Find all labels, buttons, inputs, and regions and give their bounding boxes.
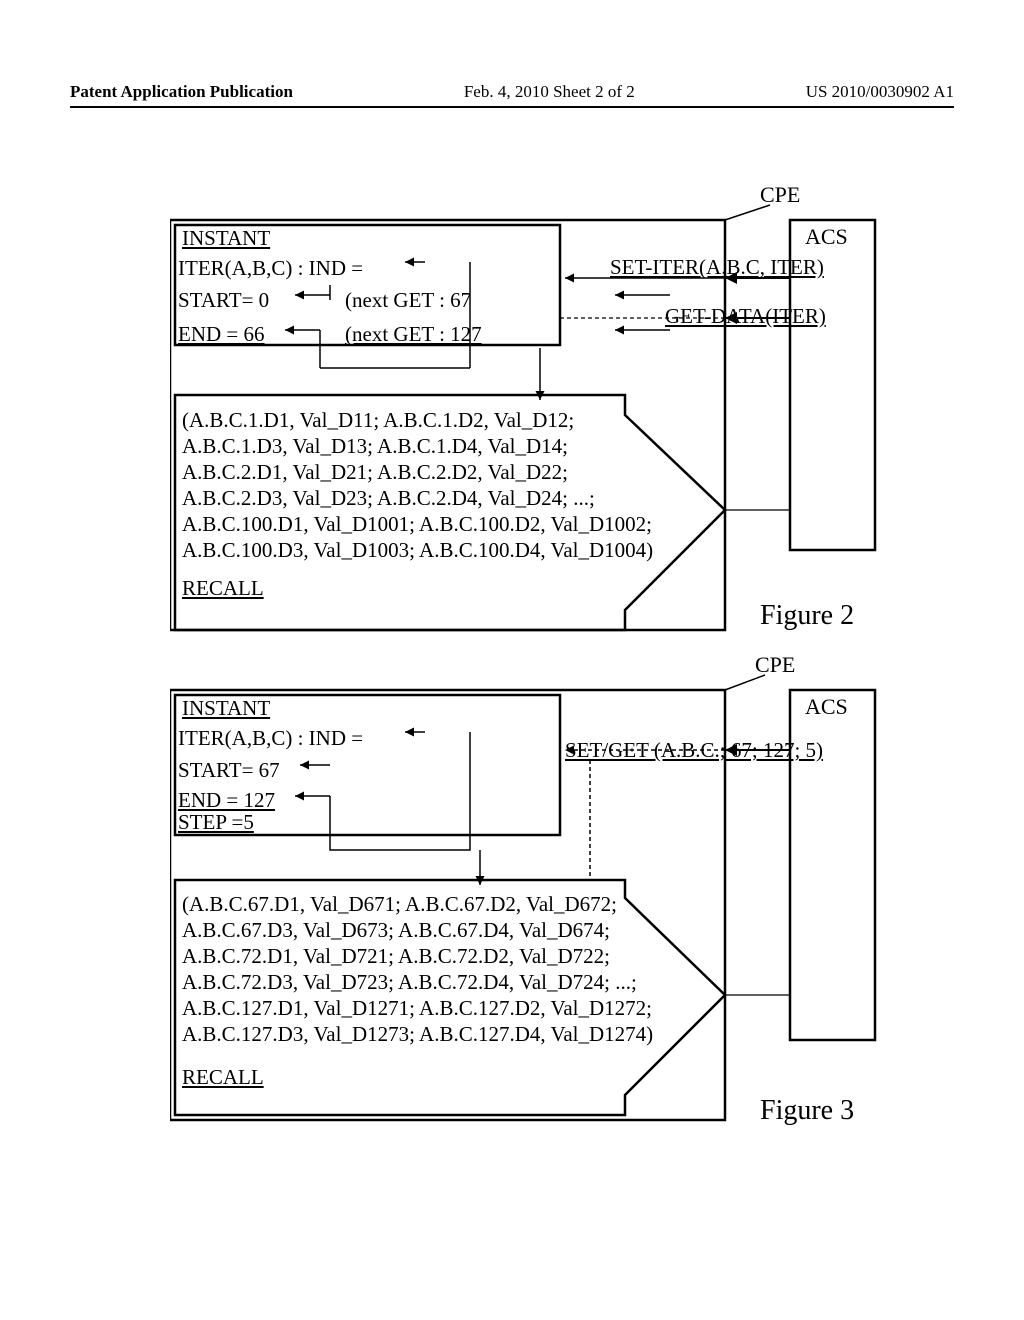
header-rule <box>70 106 954 108</box>
data-line-4: A.B.C.100.D1, Val_D1001; A.B.C.100.D2, V… <box>182 512 652 537</box>
recall-label: RECALL <box>182 576 264 601</box>
data-line-2: A.B.C.72.D1, Val_D721; A.B.C.72.D2, Val_… <box>182 944 610 969</box>
figure-2-label: Figure 2 <box>760 600 854 632</box>
start-line: START= 67 <box>178 758 280 783</box>
iter-line: ITER(A,B,C) : IND = <box>178 726 363 751</box>
page-header: Patent Application Publication Feb. 4, 2… <box>70 82 954 102</box>
recall-label: RECALL <box>182 1065 264 1090</box>
cpe-label: CPE <box>760 182 800 208</box>
step-line: STEP =5 <box>178 810 254 835</box>
set-get-label: SET/GET (A.B.C.; 67; 127; 5) <box>565 738 823 763</box>
cpe-label: CPE <box>755 652 795 678</box>
data-line-4: A.B.C.127.D1, Val_D1271; A.B.C.127.D2, V… <box>182 996 652 1021</box>
data-line-5: A.B.C.100.D3, Val_D1003; A.B.C.100.D4, V… <box>182 538 653 563</box>
get-data-label: GET-DATA(ITER) <box>665 304 826 329</box>
set-iter-label: SET-ITER(A.B.C, ITER) <box>610 255 824 280</box>
acs-label: ACS <box>805 224 848 250</box>
figure-3-label: Figure 3 <box>760 1095 854 1127</box>
start-annot: (next GET : 67 <box>345 288 471 313</box>
end-line: END = 66 <box>178 322 265 347</box>
data-line-1: A.B.C.67.D3, Val_D673; A.B.C.67.D4, Val_… <box>182 918 610 943</box>
data-line-0: (A.B.C.67.D1, Val_D671; A.B.C.67.D2, Val… <box>182 892 617 917</box>
data-line-3: A.B.C.2.D3, Val_D23; A.B.C.2.D4, Val_D24… <box>182 486 595 511</box>
header-left: Patent Application Publication <box>70 82 293 102</box>
data-line-1: A.B.C.1.D3, Val_D13; A.B.C.1.D4, Val_D14… <box>182 434 568 459</box>
start-line: START= 0 <box>178 288 269 313</box>
data-line-0: (A.B.C.1.D1, Val_D11; A.B.C.1.D2, Val_D1… <box>182 408 574 433</box>
figure-2: CPE ACS INSTANT ITER(A,B,C) : IND = STAR… <box>170 200 890 640</box>
end-annot: (next GET : 127 <box>345 322 482 347</box>
data-line-2: A.B.C.2.D1, Val_D21; A.B.C.2.D2, Val_D22… <box>182 460 568 485</box>
header-right: US 2010/0030902 A1 <box>806 82 954 102</box>
data-line-5: A.B.C.127.D3, Val_D1273; A.B.C.127.D4, V… <box>182 1022 653 1047</box>
header-center: Feb. 4, 2010 Sheet 2 of 2 <box>464 82 635 102</box>
instant-label: INSTANT <box>182 696 270 721</box>
instant-label: INSTANT <box>182 226 270 251</box>
iter-line: ITER(A,B,C) : IND = <box>178 256 363 281</box>
figure-3: CPE ACS INSTANT ITER(A,B,C) : IND = STAR… <box>170 670 890 1130</box>
acs-label: ACS <box>805 694 848 720</box>
data-line-3: A.B.C.72.D3, Val_D723; A.B.C.72.D4, Val_… <box>182 970 637 995</box>
